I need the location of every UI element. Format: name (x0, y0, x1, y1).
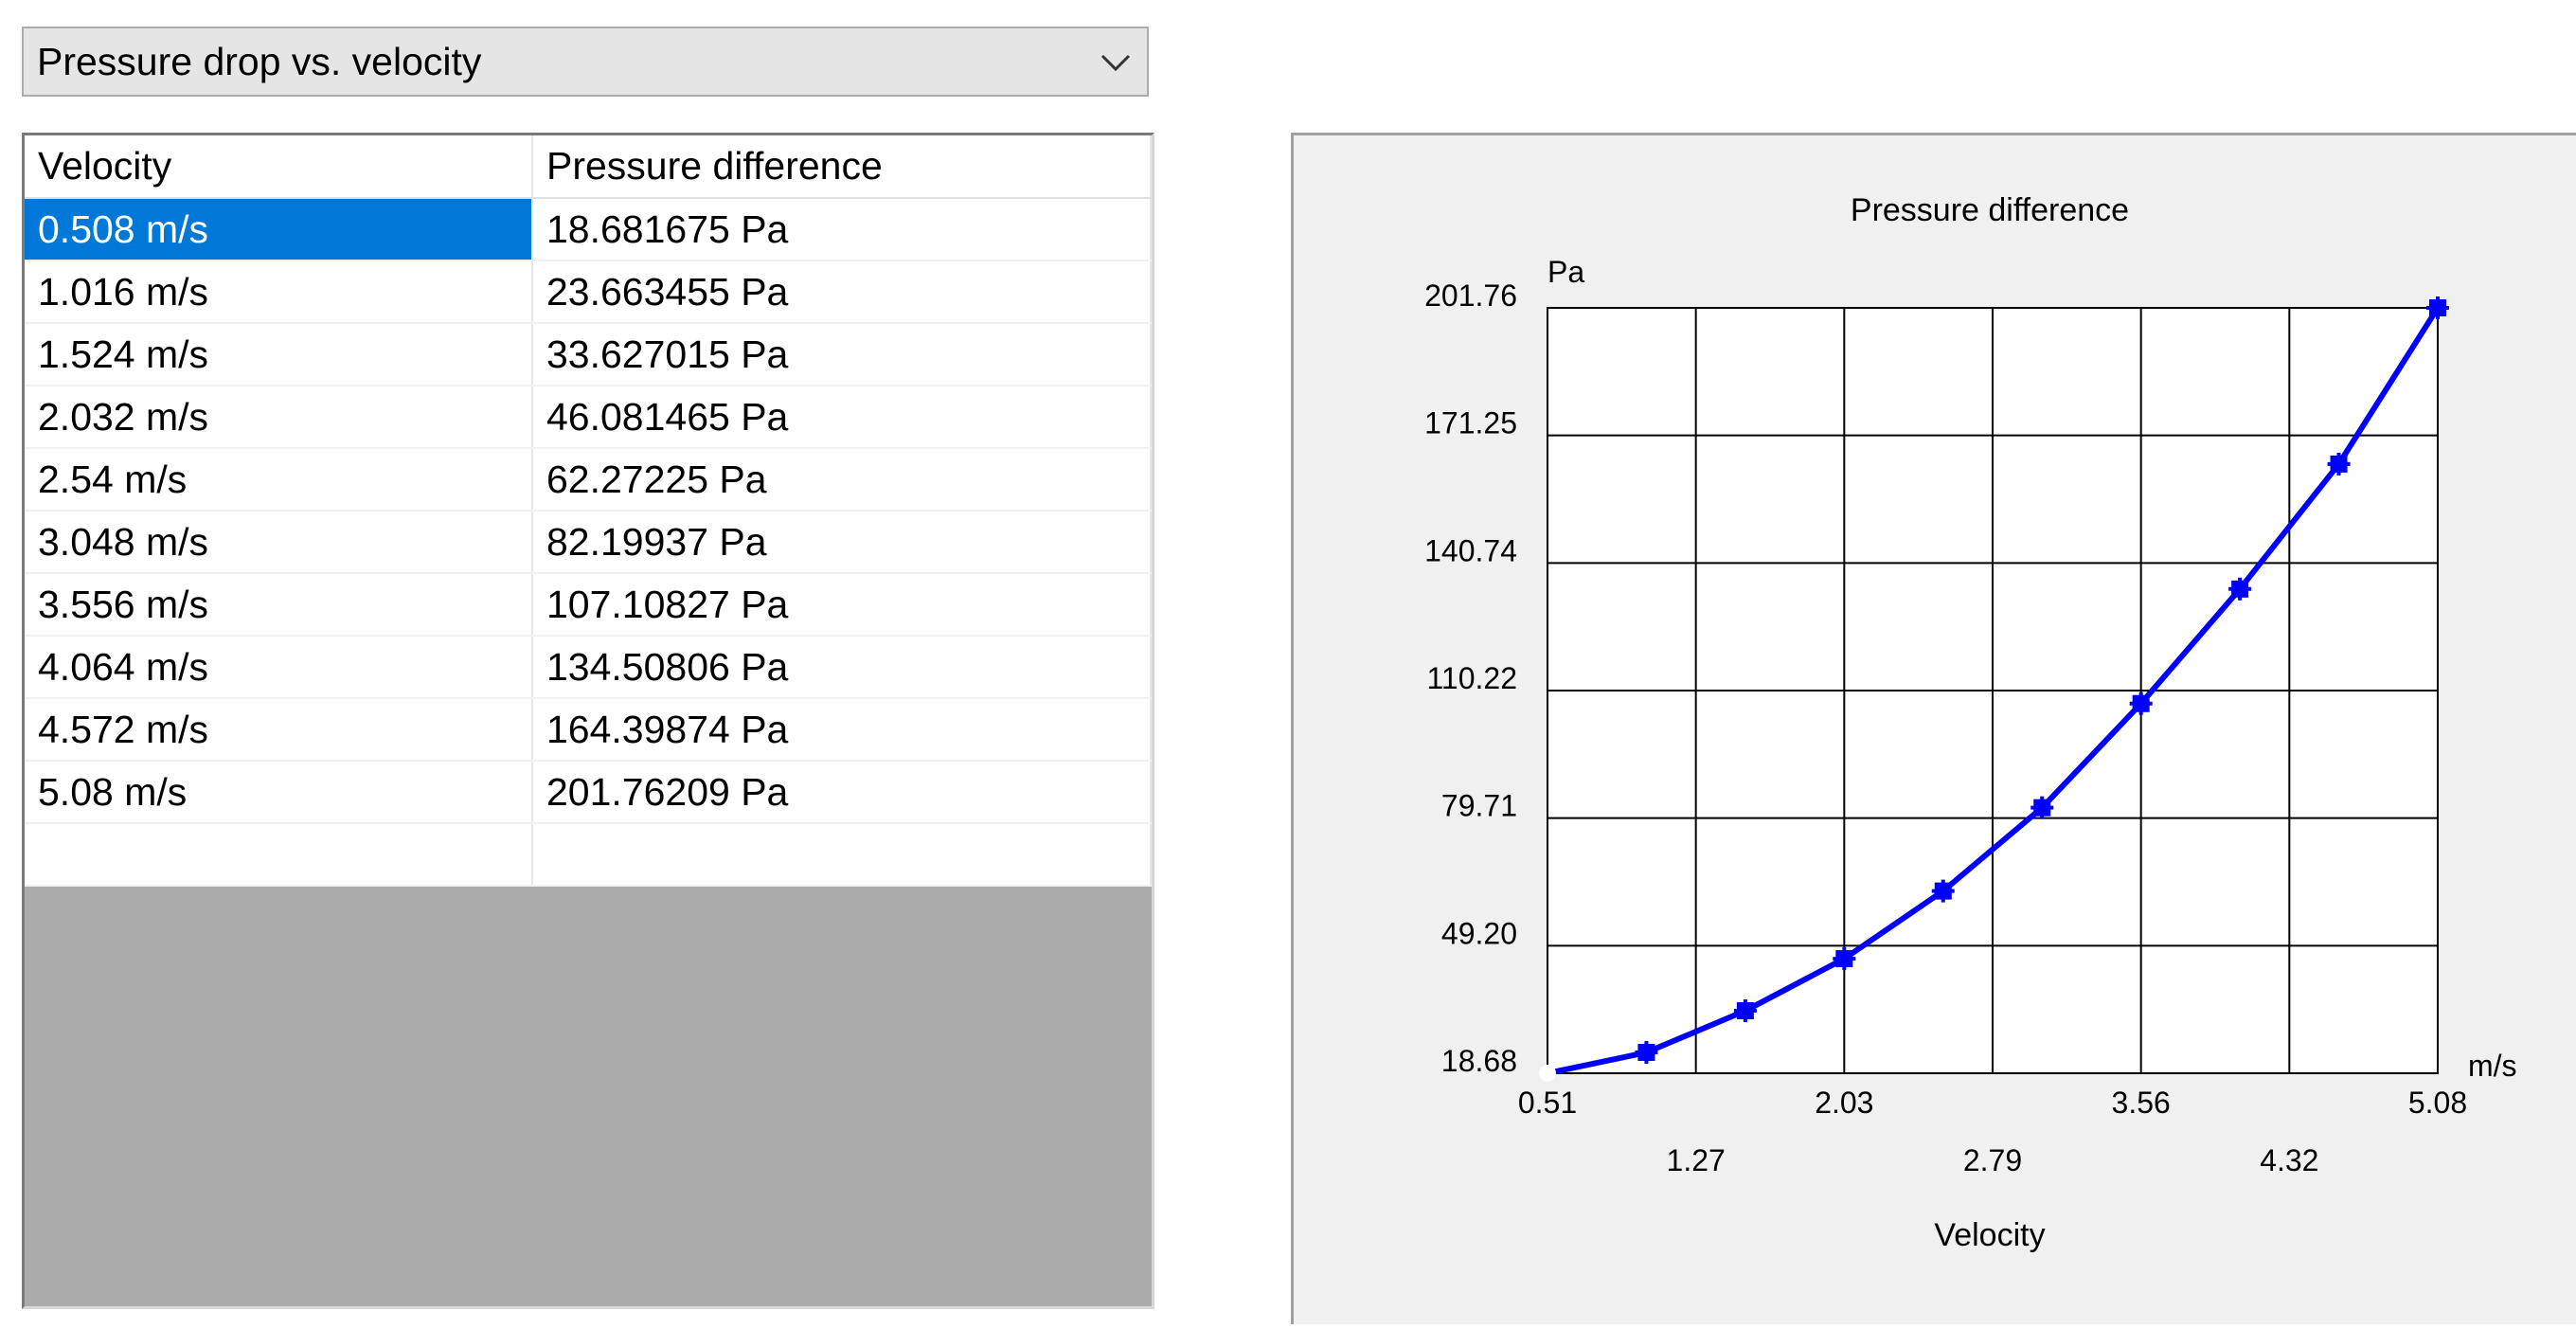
y-tick-label: 49.20 (1441, 916, 1517, 950)
table-row[interactable]: 1.016 m/s 23.663455 Pa (25, 260, 1152, 324)
data-point (1931, 879, 1955, 903)
x-tick-label: 0.51 (1518, 1086, 1577, 1120)
table-row[interactable]: 0.508 m/s 18.681675 Pa (25, 198, 1152, 261)
pressure-cell[interactable]: 82.19937 Pa (532, 511, 1152, 574)
data-point (2129, 691, 2153, 715)
table-row[interactable]: 4.572 m/s 164.39874 Pa (25, 698, 1152, 762)
pressure-chart: Pressure difference Pa m/s Velocity 18.6… (1424, 192, 2517, 1253)
velocity-cell[interactable]: 4.064 m/s (25, 636, 533, 699)
data-point (2030, 796, 2054, 819)
velocity-cell[interactable]: 4.572 m/s (25, 698, 533, 762)
x-axis-label: Velocity (1934, 1217, 2045, 1253)
y-tick-label: 110.22 (1427, 661, 1518, 695)
results-table[interactable]: Velocity Pressure difference 0.508 m/s 18… (25, 135, 1152, 887)
velocity-cell[interactable]: 0.508 m/s (25, 198, 533, 261)
data-point (2228, 577, 2252, 601)
data-point (1733, 999, 1757, 1023)
data-point (1635, 1041, 1658, 1065)
chart-selector-value: Pressure drop vs. velocity (37, 39, 482, 83)
empty-cell[interactable] (532, 823, 1152, 887)
pressure-cell[interactable]: 107.10827 Pa (532, 573, 1152, 637)
table-row[interactable]: 3.048 m/s 82.19937 Pa (25, 511, 1152, 574)
pressure-cell[interactable]: 46.081465 Pa (532, 386, 1152, 449)
table-row[interactable]: 4.064 m/s 134.50806 Pa (25, 636, 1152, 699)
data-point (1833, 947, 1856, 971)
results-table-panel: Velocity Pressure difference 0.508 m/s 18… (22, 133, 1154, 1309)
x-tick-label: 5.08 (2408, 1086, 2467, 1120)
y-tick-label: 79.71 (1441, 789, 1517, 823)
table-row[interactable]: 2.54 m/s 62.27225 Pa (25, 448, 1152, 512)
y-tick-label: 201.76 (1424, 278, 1517, 313)
chart-selector-dropdown[interactable]: Pressure drop vs. velocity (22, 27, 1149, 97)
table-row[interactable]: 2.032 m/s 46.081465 Pa (25, 386, 1152, 449)
table-row[interactable]: 5.08 m/s 201.76209 Pa (25, 761, 1152, 824)
velocity-cell[interactable]: 3.556 m/s (25, 573, 533, 637)
velocity-cell[interactable]: 2.032 m/s (25, 386, 533, 449)
table-row-empty[interactable] (25, 823, 1152, 887)
data-point (2327, 452, 2351, 476)
header-velocity[interactable]: Velocity (25, 135, 533, 199)
header-pressure-difference[interactable]: Pressure difference (532, 135, 1152, 199)
pressure-cell[interactable]: 23.663455 Pa (532, 260, 1152, 324)
pressure-cell[interactable]: 62.27225 Pa (532, 448, 1152, 512)
velocity-cell[interactable]: 3.048 m/s (25, 511, 533, 574)
x-axis-unit: m/s (2468, 1049, 2517, 1083)
data-point (2426, 296, 2449, 319)
x-tick-label: 3.56 (2112, 1086, 2171, 1120)
velocity-cell[interactable]: 1.016 m/s (25, 260, 533, 324)
table-header-row: Velocity Pressure difference (25, 135, 1152, 199)
pressure-cell[interactable]: 201.76209 Pa (532, 761, 1152, 824)
x-tick-label: 1.27 (1667, 1143, 1726, 1177)
pressure-cell[interactable]: 164.39874 Pa (532, 698, 1152, 762)
table-row[interactable]: 1.524 m/s 33.627015 Pa (25, 323, 1152, 386)
x-tick-label: 4.32 (2260, 1143, 2318, 1177)
chart-title: Pressure difference (1851, 192, 2129, 228)
chart-panel: Pressure difference Pa m/s Velocity 18.6… (1291, 133, 2576, 1324)
x-tick-label: 2.79 (1963, 1143, 2022, 1177)
chevron-down-icon[interactable] (1100, 49, 1132, 76)
x-tick-label: 2.03 (1815, 1086, 1873, 1120)
table-row[interactable]: 3.556 m/s 107.10827 Pa (25, 573, 1152, 637)
y-tick-label: 171.25 (1424, 406, 1517, 440)
velocity-cell[interactable]: 5.08 m/s (25, 761, 533, 824)
series-line (1547, 306, 2441, 1076)
y-axis-unit: Pa (1547, 255, 1584, 289)
pressure-cell[interactable]: 33.627015 Pa (532, 323, 1152, 386)
data-point-start (1539, 1064, 1556, 1082)
y-tick-label: 18.68 (1441, 1044, 1517, 1078)
y-tick-label: 140.74 (1424, 533, 1517, 567)
velocity-cell[interactable]: 2.54 m/s (25, 448, 533, 512)
pressure-cell[interactable]: 18.681675 Pa (532, 198, 1152, 261)
pressure-cell[interactable]: 134.50806 Pa (532, 636, 1152, 699)
empty-cell[interactable] (25, 823, 533, 887)
velocity-cell[interactable]: 1.524 m/s (25, 323, 533, 386)
